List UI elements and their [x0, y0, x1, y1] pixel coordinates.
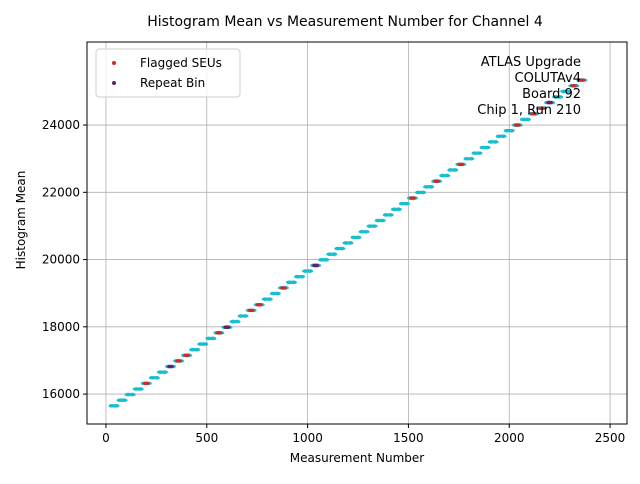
point [330, 252, 338, 257]
point [136, 387, 144, 391]
legend-marker [112, 61, 116, 65]
point [166, 364, 174, 369]
point [152, 375, 160, 380]
plot-frame [86, 41, 628, 425]
point [564, 89, 572, 94]
point [570, 83, 578, 88]
x-tick-label: 2000 [494, 431, 525, 445]
point [306, 269, 314, 273]
annotation: Board 92 [522, 87, 581, 102]
point [209, 336, 217, 341]
point [175, 359, 183, 363]
point [467, 156, 475, 161]
point [201, 342, 209, 346]
point [507, 128, 515, 133]
y-tick-label: 22000 [42, 185, 80, 199]
point [556, 95, 564, 99]
legend-label: Repeat Bin [140, 76, 205, 90]
point [322, 258, 330, 262]
x-tick-label: 1000 [292, 431, 323, 445]
point [241, 314, 249, 318]
point [443, 173, 451, 178]
point [142, 381, 150, 386]
annotation: COLUTAv4 [515, 71, 581, 86]
point [160, 370, 168, 374]
point [529, 112, 537, 116]
legend-label: Flagged SEUs [140, 56, 222, 70]
point [433, 179, 441, 184]
point [408, 196, 416, 200]
point [289, 280, 297, 285]
point [128, 392, 136, 397]
point [523, 117, 531, 122]
point [362, 229, 370, 234]
y-tick-label: 16000 [42, 387, 80, 401]
point [233, 319, 241, 324]
point [193, 347, 201, 352]
annotation: Chip 1, Run 210 [477, 103, 581, 118]
point [120, 398, 128, 403]
point [491, 140, 499, 144]
point [513, 123, 521, 127]
annotation: ATLAS Upgrade [481, 55, 581, 70]
y-tick-label: 18000 [42, 320, 80, 334]
y-axis-label: Histogram Mean [14, 171, 28, 270]
chart-title: Histogram Mean vs Measurement Number for… [147, 14, 543, 30]
point [338, 246, 346, 251]
point [273, 291, 281, 296]
x-tick-label: 1500 [393, 431, 424, 445]
point [265, 297, 273, 301]
point [215, 331, 223, 335]
point [370, 224, 378, 228]
point [247, 308, 255, 313]
point [279, 286, 287, 290]
point [427, 185, 435, 189]
point [298, 274, 306, 279]
point [419, 190, 427, 195]
point [394, 207, 402, 212]
y-tick-label: 20000 [42, 253, 80, 267]
point [223, 325, 231, 330]
point [546, 100, 554, 105]
x-axis-label: Measurement Number [290, 451, 424, 465]
point [578, 78, 586, 82]
point [475, 151, 483, 155]
point [378, 218, 386, 223]
x-tick-label: 2500 [595, 431, 626, 445]
point [499, 134, 507, 139]
point [451, 168, 459, 172]
point [255, 302, 263, 307]
point [183, 353, 191, 358]
point [354, 235, 362, 240]
point [538, 106, 546, 111]
point [483, 145, 491, 150]
point [402, 201, 410, 206]
x-tick-label: 500 [195, 431, 218, 445]
legend-box [95, 48, 241, 98]
legend-marker [112, 81, 116, 85]
x-tick-label: 0 [102, 431, 110, 445]
point [457, 162, 465, 167]
point [346, 241, 354, 245]
point [386, 213, 394, 217]
y-tick-label: 24000 [42, 118, 80, 132]
point [112, 404, 120, 408]
point [312, 263, 320, 268]
